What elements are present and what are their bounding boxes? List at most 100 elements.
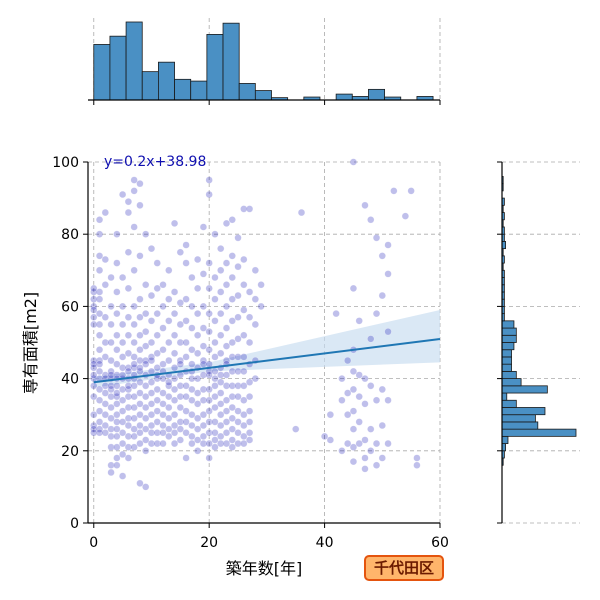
scatter-point <box>90 371 98 379</box>
scatter-point <box>130 414 138 422</box>
scatter-point <box>384 270 392 278</box>
scatter-point <box>355 317 363 325</box>
scatter-point <box>118 385 127 394</box>
scatter-point <box>113 360 121 368</box>
scatter-point <box>217 309 225 318</box>
right-hist-bar <box>501 378 522 387</box>
scatter-point <box>361 374 369 383</box>
scatter-point <box>193 374 202 383</box>
scatter-point <box>367 216 375 224</box>
scatter-point <box>101 281 109 289</box>
scatter-point <box>90 295 98 303</box>
scatter-point <box>182 429 190 437</box>
top-hist-bar <box>190 80 208 101</box>
scatter-point <box>170 439 179 448</box>
scatter-point <box>234 353 242 361</box>
scatter-point <box>147 317 156 325</box>
scatter-point <box>234 367 242 376</box>
scatter-point <box>165 425 173 433</box>
scatter-point <box>124 284 133 293</box>
top-hist-bar <box>141 71 159 101</box>
scatter-point <box>165 378 173 386</box>
scatter-point <box>188 324 196 332</box>
scatter-point <box>113 309 121 318</box>
scatter-point <box>95 230 104 238</box>
scatter-point <box>257 281 265 289</box>
scatter-point <box>344 411 352 419</box>
scatter-point <box>95 216 104 224</box>
scatter-point <box>176 382 184 390</box>
scatter-point <box>107 356 115 365</box>
scatter-point <box>118 338 127 347</box>
scatter-point <box>228 403 236 412</box>
scatter-point <box>95 320 104 329</box>
scatter-point <box>240 281 248 289</box>
scatter-point <box>205 328 213 336</box>
scatter-point <box>165 356 173 365</box>
x-tick-label: 20 <box>200 535 218 551</box>
right-hist-bar <box>501 363 512 372</box>
scatter-point <box>130 425 138 433</box>
scatter-point <box>101 429 109 437</box>
scatter-point <box>165 317 173 325</box>
scatter-point <box>367 447 375 455</box>
scatter-point <box>130 382 138 390</box>
scatter-point <box>367 335 375 343</box>
right-hist-bar <box>501 428 577 437</box>
x-axis-label: 築年数[年] <box>226 559 303 578</box>
scatter-point <box>95 367 104 376</box>
scatter-point <box>95 288 104 296</box>
scatter-point <box>159 374 167 383</box>
scatter-point <box>124 454 133 462</box>
scatter-point <box>367 382 375 390</box>
scatter-point <box>130 432 138 441</box>
scatter-point <box>182 407 190 415</box>
scatter-point <box>170 349 179 357</box>
scatter-point <box>199 421 208 430</box>
scatter-point <box>211 393 219 401</box>
right-hist-bar <box>501 399 517 408</box>
scatter-point <box>182 295 190 303</box>
scatter-point <box>182 393 190 401</box>
right-hist-bar <box>501 414 536 423</box>
scatter-point <box>193 255 202 264</box>
scatter-point <box>378 291 386 300</box>
scatter-point <box>199 439 208 448</box>
scatter-point <box>320 432 329 441</box>
scatter-point <box>130 187 138 195</box>
scatter-point <box>118 353 127 361</box>
scatter-point <box>113 288 121 296</box>
regression-line-group <box>93 337 441 384</box>
scatter-point <box>124 198 133 206</box>
scatter-point <box>159 324 167 332</box>
scatter-point <box>142 342 150 350</box>
scatter-point <box>113 389 121 397</box>
scatter-point <box>205 385 213 394</box>
scatter-point <box>142 483 150 491</box>
scatter-point <box>118 364 127 372</box>
scatter-point <box>372 309 381 318</box>
scatter-point <box>188 385 196 394</box>
scatter-point <box>240 331 248 339</box>
scatter-point <box>251 266 259 274</box>
scatter-point <box>188 411 196 419</box>
top-hist-bar <box>254 90 272 101</box>
scatter-point <box>240 396 248 404</box>
scatter-point <box>130 320 138 329</box>
scatter-point <box>136 252 144 260</box>
scatter-point <box>228 425 236 433</box>
scatter-point <box>130 353 138 361</box>
scatter-point <box>228 382 236 390</box>
scatter-point <box>240 255 248 264</box>
scatter-point <box>222 407 231 415</box>
scatter-point <box>90 320 98 329</box>
scatter-point <box>130 176 138 184</box>
scatter-point <box>124 382 133 390</box>
scatter-point <box>165 266 173 274</box>
scatter-point <box>240 421 248 430</box>
scatter-point <box>211 382 219 390</box>
scatter-point <box>90 393 98 401</box>
scatter-point <box>136 180 144 188</box>
scatter-point <box>136 295 144 303</box>
